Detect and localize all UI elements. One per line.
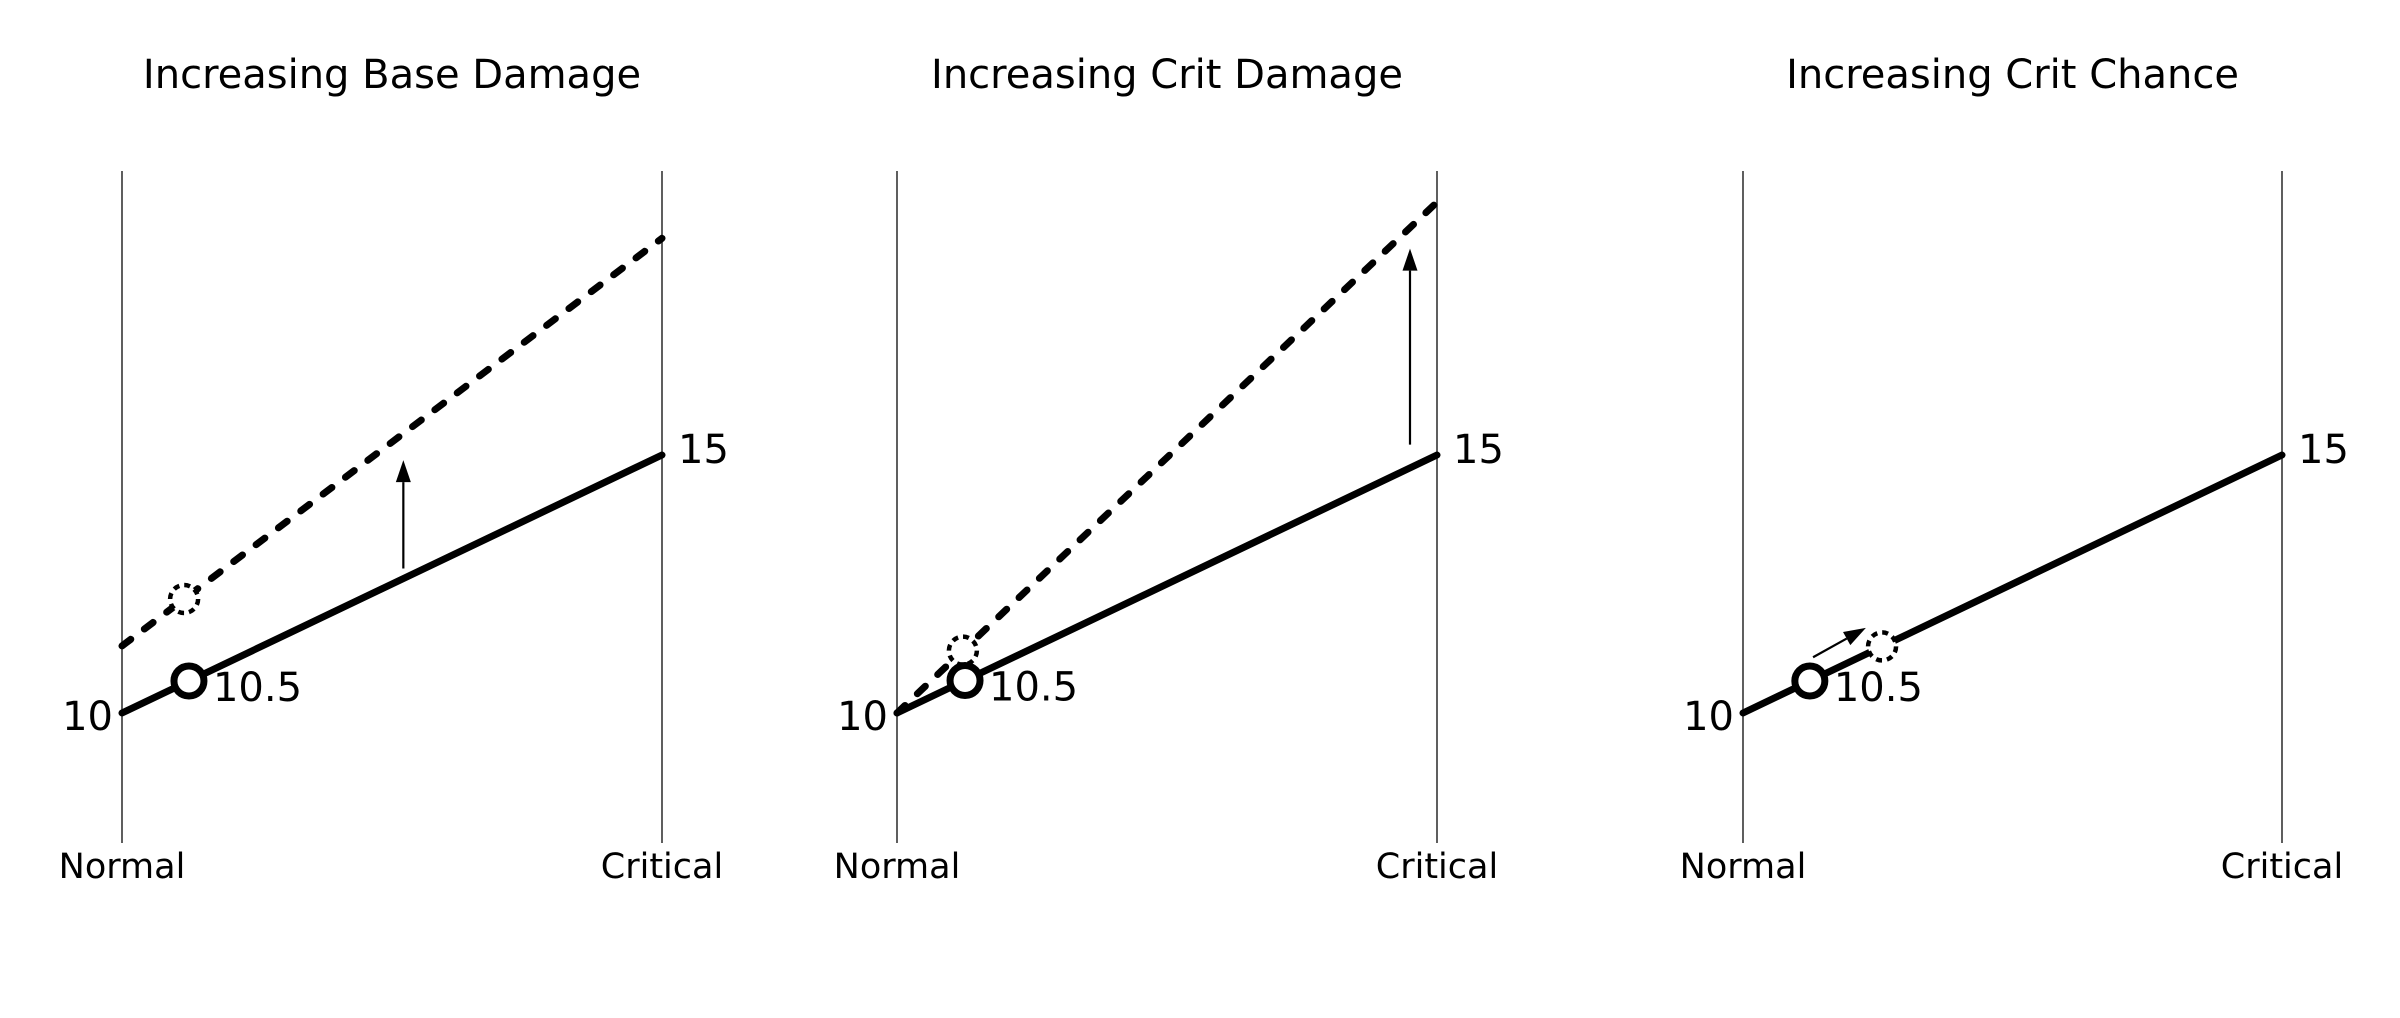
- new-expected-damage-marker: [1865, 630, 1899, 663]
- expected-damage-marker: [1791, 662, 1829, 700]
- panel-title: Increasing Base Damage: [143, 52, 641, 98]
- increased-crit-damage-line: [893, 198, 1441, 717]
- normal-value-label: 10: [1683, 694, 1734, 740]
- increase-arrow-head: [1402, 248, 1418, 271]
- panel-title: Increasing Crit Damage: [931, 52, 1403, 98]
- tick-normal: Normal: [834, 847, 961, 887]
- tick-normal: Normal: [1680, 847, 1807, 887]
- increased-base-damage-line: [118, 234, 666, 650]
- panel-3: 10.5 10 15 Increasing Crit Chance Normal Crit…: [1680, 52, 2349, 887]
- new-expected-damage-marker: [167, 582, 201, 616]
- critical-value-label: 15: [678, 427, 729, 473]
- current-damage-line: [893, 451, 1441, 717]
- critical-value-label: 15: [2298, 427, 2349, 473]
- increase-arrow-shaft: [1812, 637, 1848, 659]
- expected-value-label: 10.5: [213, 665, 302, 711]
- new-expected-damage-marker: [946, 634, 980, 667]
- panel-title: Increasing Crit Chance: [1786, 52, 2239, 98]
- expected-value-label: 10.5: [1834, 665, 1923, 711]
- tick-critical: Critical: [2221, 847, 2343, 887]
- expected-damage-marker: [946, 661, 984, 699]
- tick-normal: Normal: [59, 847, 186, 887]
- panel-1: 10.5 10 15 Increasing Base Damage Normal Crit…: [59, 52, 729, 887]
- current-damage-line: [118, 451, 666, 717]
- normal-value-label: 10: [62, 694, 113, 740]
- critical-value-label: 15: [1453, 427, 1504, 473]
- normal-value-label: 10: [837, 694, 888, 740]
- tick-critical: Critical: [601, 847, 723, 887]
- current-damage-line: [1739, 451, 2286, 717]
- increase-arrow-head: [1843, 627, 1866, 646]
- expected-damage-marker: [170, 662, 208, 700]
- expected-value-label: 10.5: [989, 664, 1078, 710]
- panel-2: 10.5 10 15 Increasing Crit Damage Normal Crit…: [834, 52, 1504, 887]
- increase-arrow-head: [395, 460, 411, 483]
- tick-critical: Critical: [1376, 847, 1498, 887]
